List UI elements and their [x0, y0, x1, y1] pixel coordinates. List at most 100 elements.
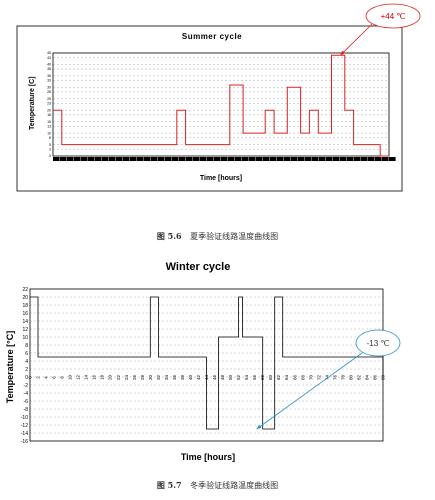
x-tick-mark — [116, 157, 123, 161]
x-tick-mark — [333, 157, 340, 161]
x-tick-label: 24 — [124, 375, 129, 381]
y-tick-label: 33 — [47, 79, 51, 83]
x-tick-mark — [130, 157, 137, 161]
x-tick-mark — [200, 157, 207, 161]
figure-5-6-number: 图 5.6 — [156, 231, 182, 241]
y-tick-label: 0 — [25, 375, 28, 381]
y-tick-label: 8 — [49, 136, 51, 140]
x-tick-mark — [235, 157, 242, 161]
x-tick-label: 18 — [100, 375, 105, 381]
x-tick-mark — [312, 157, 319, 161]
x-tick-label: 12 — [76, 375, 81, 381]
x-tick-label: 26 — [132, 375, 137, 381]
y-tick-label: 0 — [49, 154, 51, 158]
x-tick-mark — [81, 157, 88, 161]
winter-callout-arrow — [256, 352, 363, 430]
y-tick-label: -2 — [24, 383, 29, 389]
x-tick-label: 16 — [92, 375, 97, 381]
x-tick-mark — [74, 157, 81, 161]
y-tick-label: 35 — [47, 74, 51, 78]
x-tick-label: 36 — [172, 375, 177, 381]
x-tick-label: 60 — [268, 375, 273, 381]
x-tick-mark — [375, 157, 382, 161]
y-tick-label: 10 — [47, 131, 51, 135]
x-tick-mark — [389, 157, 396, 161]
x-tick-label: 28 — [140, 375, 145, 381]
y-tick-label: 3 — [49, 147, 51, 151]
x-tick-mark — [249, 157, 256, 161]
y-tick-label: -12 — [21, 423, 28, 429]
x-tick-mark — [165, 157, 172, 161]
x-tick-label: 56 — [252, 375, 257, 381]
winter-x-axis-label: Time [hours] — [181, 452, 235, 462]
figure-5-7-number: 图 5.7 — [156, 480, 182, 490]
x-tick-mark — [340, 157, 347, 161]
x-tick-mark — [158, 157, 165, 161]
x-tick-label: 6 — [52, 376, 57, 379]
y-tick-label: -14 — [21, 431, 28, 437]
winter-cycle-figure: Winter cycle 2220181614121086420-2-4-6-8… — [5, 261, 401, 462]
x-tick-label: 20 — [108, 375, 113, 381]
y-tick-label: 16 — [22, 311, 28, 317]
figure-5-7-caption: 图 5.7 冬季验证线路温度曲线图 — [0, 480, 435, 491]
x-tick-mark — [95, 157, 102, 161]
summer-plot-area — [52, 52, 390, 157]
y-tick-label: 20 — [22, 295, 28, 301]
x-tick-mark — [186, 157, 193, 161]
x-tick-label: 38 — [180, 375, 185, 381]
x-tick-label: 0 — [28, 376, 33, 379]
x-tick-label: 4 — [44, 376, 49, 379]
summer-chart-title: Summer cycle — [182, 32, 242, 41]
x-tick-label: 50 — [228, 375, 233, 381]
x-tick-label: 68 — [300, 375, 305, 381]
summer-y-axis-label: Temperature [C] — [29, 76, 36, 130]
x-tick-label: 32 — [156, 375, 161, 381]
summer-callout-arrow — [340, 23, 373, 56]
x-tick-mark — [109, 157, 116, 161]
winter-callout-arrowhead — [256, 424, 262, 429]
x-tick-mark — [193, 157, 200, 161]
x-tick-mark — [102, 157, 109, 161]
x-tick-label: 30 — [148, 375, 153, 381]
x-tick-label: 40 — [188, 375, 193, 381]
x-tick-label: 22 — [116, 375, 121, 381]
x-tick-label: 10 — [68, 375, 73, 381]
x-tick-mark — [319, 157, 326, 161]
figure-5-6-caption: 图 5.6 夏季验证线路温度曲线图 — [0, 231, 435, 242]
summer-cycle-figure: Summer cycle 454340383533302825232018151… — [16, 3, 421, 192]
x-tick-mark — [277, 157, 284, 161]
y-tick-label: 10 — [22, 335, 28, 341]
x-tick-mark — [298, 157, 305, 161]
x-tick-mark — [361, 157, 368, 161]
x-tick-mark — [270, 157, 277, 161]
y-tick-label: -16 — [21, 439, 28, 445]
x-tick-mark — [256, 157, 263, 161]
winter-chart-title: Winter cycle — [166, 261, 231, 273]
x-tick-mark — [67, 157, 74, 161]
y-tick-label: 20 — [47, 108, 51, 112]
x-tick-mark — [60, 157, 67, 161]
x-tick-mark — [53, 157, 60, 161]
y-tick-label: 18 — [47, 113, 51, 117]
summer-callout-text: +44 ℃ — [381, 12, 406, 21]
x-tick-mark — [326, 157, 333, 161]
x-tick-mark — [172, 157, 179, 161]
y-tick-label: 30 — [47, 86, 51, 90]
y-tick-label: 8 — [25, 343, 28, 349]
winter-callout-bubble — [355, 329, 401, 357]
summer-x-axis-label: Time [hours] — [200, 175, 242, 182]
x-tick-label: 64 — [284, 375, 289, 381]
x-tick-label: 34 — [164, 375, 169, 381]
y-tick-label: 23 — [47, 102, 51, 106]
winter-callout-text: -13 ℃ — [367, 339, 390, 348]
y-tick-label: 6 — [25, 351, 28, 357]
y-tick-label: 14 — [22, 319, 28, 325]
x-tick-mark — [179, 157, 186, 161]
x-tick-mark — [123, 157, 130, 161]
y-tick-label: 5 — [49, 143, 51, 147]
figure-5-6-text: 夏季验证线路温度曲线图 — [190, 232, 279, 241]
summer-temperature-line — [53, 54, 389, 157]
x-tick-label: 52 — [236, 375, 241, 381]
